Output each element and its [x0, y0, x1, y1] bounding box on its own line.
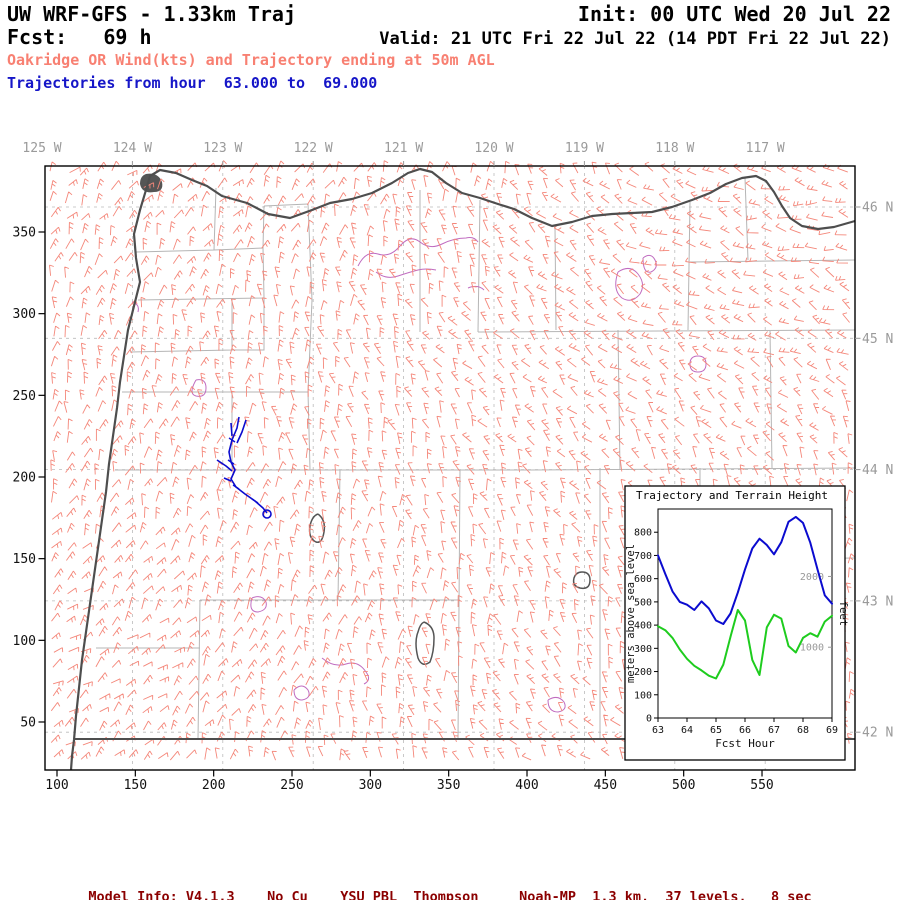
contour-layer	[131, 237, 707, 713]
inset-title: Trajectory and Terrain Height	[636, 489, 828, 502]
inset-x-tick-label: 69	[826, 725, 838, 736]
trajectory-endpoint-marker	[262, 509, 272, 519]
inset-chart: Trajectory and Terrain Height 0 100 200 300 4…	[624, 485, 849, 761]
latitude-label: 43 N	[862, 594, 893, 609]
inset-y-tick-label: 800	[634, 528, 652, 539]
inset-x-axis-title: Fcst Hour	[715, 737, 775, 750]
init-time: Init: 00 UTC Wed 20 Jul 22	[577, 2, 891, 26]
y-axis-km-label: 150	[13, 552, 36, 567]
header: UW WRF-GFS - 1.33km Traj Init: 00 UTC We…	[7, 3, 891, 95]
longitude-label: 120 W	[474, 141, 513, 156]
y-axis-km-label: 250	[13, 389, 36, 404]
y-axis-km-label: 100	[13, 634, 36, 649]
longitude-label: 122 W	[294, 141, 333, 156]
y-axis-km-label: 300	[13, 307, 36, 322]
longitude-label: 117 W	[746, 141, 785, 156]
x-axis-km-label: 200	[202, 778, 225, 793]
plot-description: Oakridge OR Wind(kts) and Trajectory end…	[7, 51, 495, 69]
latitude-label: 44 N	[862, 463, 893, 478]
x-axis-km-label: 300	[359, 778, 382, 793]
inset-x-tick-label: 64	[681, 725, 693, 736]
inset-right-axis-title: feet	[837, 601, 849, 626]
x-axis-km-label: 150	[124, 778, 147, 793]
longitude-label: 125 W	[22, 141, 61, 156]
trajectory-layer	[216, 416, 272, 519]
x-axis-km-label: 500	[672, 778, 695, 793]
inset-y-tick-label: 100	[634, 690, 652, 701]
valid-time: Valid: 21 UTC Fri 22 Jul 22 (14 PDT Fri …	[379, 29, 891, 49]
inset-y-tick-label: 300	[634, 644, 652, 655]
inset-feet-tick-label: 1000	[800, 643, 824, 654]
y-axis-km-label: 50	[20, 715, 36, 730]
map-axes: 100 150 200 250 300 350 400 450 500 5503503002502…	[13, 141, 894, 793]
inset-feet-tick-label: 2000	[800, 572, 824, 583]
x-axis-km-label: 550	[750, 778, 773, 793]
inset-y-tick-label: 600	[634, 574, 652, 585]
x-axis-km-label: 350	[437, 778, 460, 793]
inset-series-trajectory-height-m	[657, 515, 833, 625]
y-axis-km-label: 350	[13, 226, 36, 241]
fcst-hour: Fcst: 69 h	[7, 25, 152, 49]
graticule-layer	[45, 166, 855, 770]
inset-x-tick-label: 65	[710, 725, 722, 736]
latitude-label: 46 N	[862, 201, 893, 216]
latitude-label: 45 N	[862, 332, 893, 347]
longitude-label: 124 W	[113, 141, 152, 156]
inset-y-tick-label: 0	[646, 714, 652, 725]
longitude-label: 119 W	[565, 141, 604, 156]
x-axis-km-label: 250	[280, 778, 303, 793]
inset-y-tick-label: 400	[634, 621, 652, 632]
inset-y-axis-title: meters above sea level	[625, 544, 637, 683]
inset-y-tick-label: 200	[634, 667, 652, 678]
longitude-label: 118 W	[655, 141, 694, 156]
x-axis-km-label: 100	[45, 778, 68, 793]
y-axis-km-label: 200	[13, 470, 36, 485]
x-axis-km-label: 450	[594, 778, 617, 793]
trajectory-range: Trajectories from hour 63.000 to 69.000	[7, 74, 378, 92]
inset-x-tick-label: 63	[652, 725, 664, 736]
inset-x-tick-label: 66	[739, 725, 751, 736]
inset-x-tick-label: 67	[768, 725, 780, 736]
inset-y-tick-label: 500	[634, 597, 652, 608]
x-axis-km-label: 400	[515, 778, 538, 793]
inset-x-tick-label: 68	[797, 725, 809, 736]
footer: Model Info: V4.1.3 No Cu YSU PBL Thompso…	[0, 857, 900, 900]
inset-series-terrain-height-m	[657, 609, 833, 680]
inset-y-tick-label: 700	[634, 551, 652, 562]
model-title: UW WRF-GFS - 1.33km Traj	[7, 2, 296, 26]
longitude-label: 121 W	[384, 141, 423, 156]
model-info-line1: Model Info: V4.1.3 No Cu YSU PBL Thompso…	[88, 889, 812, 900]
latitude-label: 42 N	[862, 726, 893, 741]
longitude-label: 123 W	[203, 141, 242, 156]
